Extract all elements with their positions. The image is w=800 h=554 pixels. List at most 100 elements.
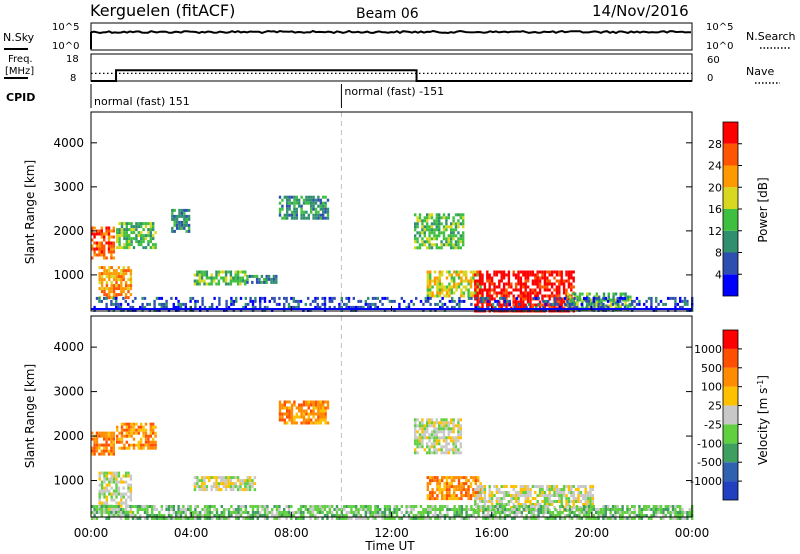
echo-cell	[546, 279, 549, 283]
echo-cell	[215, 517, 219, 520]
echo-cell	[501, 511, 504, 514]
echo-cell	[514, 273, 518, 277]
echo-cell	[604, 517, 607, 520]
echo-cell	[381, 517, 384, 520]
echo-cell	[144, 437, 148, 441]
echo-cell	[110, 437, 113, 441]
echo-cell	[345, 517, 348, 520]
echo-cell	[220, 517, 223, 520]
echo-cell	[314, 207, 318, 211]
echo-cell	[383, 508, 387, 511]
echo-cell	[575, 508, 579, 511]
echo-cell	[309, 302, 312, 306]
echo-cell	[147, 446, 150, 450]
echo-cell	[234, 273, 237, 277]
echo-cell	[319, 207, 322, 211]
echo-cell	[129, 293, 133, 297]
echo-cell	[544, 508, 547, 511]
echo-cell	[407, 305, 411, 309]
echo-cell	[364, 508, 367, 511]
echo-cell	[512, 288, 515, 292]
echo-cell	[135, 422, 138, 426]
echo-cell	[196, 482, 199, 486]
echo-cell	[369, 508, 372, 511]
echo-cell	[577, 500, 580, 503]
echo-cell	[494, 514, 497, 517]
echo-cell	[454, 234, 458, 238]
echo-cell	[607, 305, 610, 309]
echo-cell	[414, 228, 417, 232]
echo-cell	[244, 479, 247, 483]
echo-cell	[650, 299, 653, 303]
echo-cell	[555, 297, 559, 301]
echo-cell	[643, 508, 646, 511]
echo-cell	[524, 485, 527, 488]
echo-cell	[538, 488, 542, 491]
echo-cell	[124, 287, 128, 291]
echo-cell	[558, 285, 561, 289]
echo-cell	[514, 282, 518, 286]
echo-cell	[116, 440, 119, 444]
echo-cell	[125, 231, 128, 235]
echo-cell	[258, 277, 261, 281]
echo-cell	[302, 400, 306, 404]
echo-cell	[655, 308, 658, 312]
echo-cell	[445, 219, 448, 223]
echo-cell	[322, 412, 325, 416]
echo-cell	[211, 302, 214, 306]
echo-cell	[607, 508, 610, 511]
echo-cell	[562, 506, 566, 509]
echo-cell	[481, 273, 484, 277]
echo-cell	[283, 195, 286, 199]
echo-cell	[362, 305, 365, 309]
echo-cell	[499, 505, 502, 508]
echo-cell	[405, 505, 408, 508]
echo-cell	[298, 406, 301, 410]
echo-cell	[633, 514, 636, 517]
echo-cell	[505, 291, 508, 295]
echo-cell	[338, 305, 341, 309]
echo-cell	[595, 301, 598, 305]
echo-cell	[347, 299, 351, 303]
echo-cell	[271, 514, 274, 517]
echo-cell	[316, 302, 319, 306]
echo-cell	[674, 514, 677, 517]
colorbar-tick-label: 100	[701, 381, 722, 394]
echo-cell	[95, 296, 99, 300]
echo-cell	[459, 216, 462, 220]
echo-cell	[227, 517, 231, 520]
echo-cell	[623, 517, 627, 520]
echo-cell	[426, 273, 429, 277]
echo-cell	[300, 204, 303, 208]
echo-cell	[223, 511, 226, 514]
echo-cell	[586, 292, 589, 296]
echo-cell	[319, 403, 322, 407]
echo-cell	[295, 198, 298, 202]
echo-cell	[537, 514, 540, 517]
echo-cell	[522, 294, 525, 298]
echo-cell	[217, 488, 221, 492]
echo-cell	[321, 505, 324, 508]
echo-cell	[290, 412, 294, 416]
echo-cell	[127, 278, 130, 282]
echo-cell	[483, 494, 487, 497]
echo-cell	[578, 292, 582, 296]
echo-cell	[597, 514, 600, 517]
echo-cell	[462, 213, 465, 217]
echo-cell	[278, 207, 282, 211]
echo-cell	[215, 514, 219, 517]
echo-cell	[454, 228, 458, 232]
echo-cell	[546, 303, 549, 307]
echo-cell	[496, 517, 499, 520]
echo-cell	[364, 517, 367, 520]
echo-cell	[140, 425, 143, 429]
echo-cell	[112, 272, 116, 276]
echo-cell	[457, 225, 460, 229]
echo-cell	[450, 246, 453, 250]
echo-cell	[196, 282, 199, 286]
echo-cell	[105, 501, 109, 505]
echo-cell	[383, 296, 387, 300]
echo-cell	[146, 505, 149, 508]
echo-cell	[442, 436, 446, 440]
echo-cell	[440, 246, 443, 250]
